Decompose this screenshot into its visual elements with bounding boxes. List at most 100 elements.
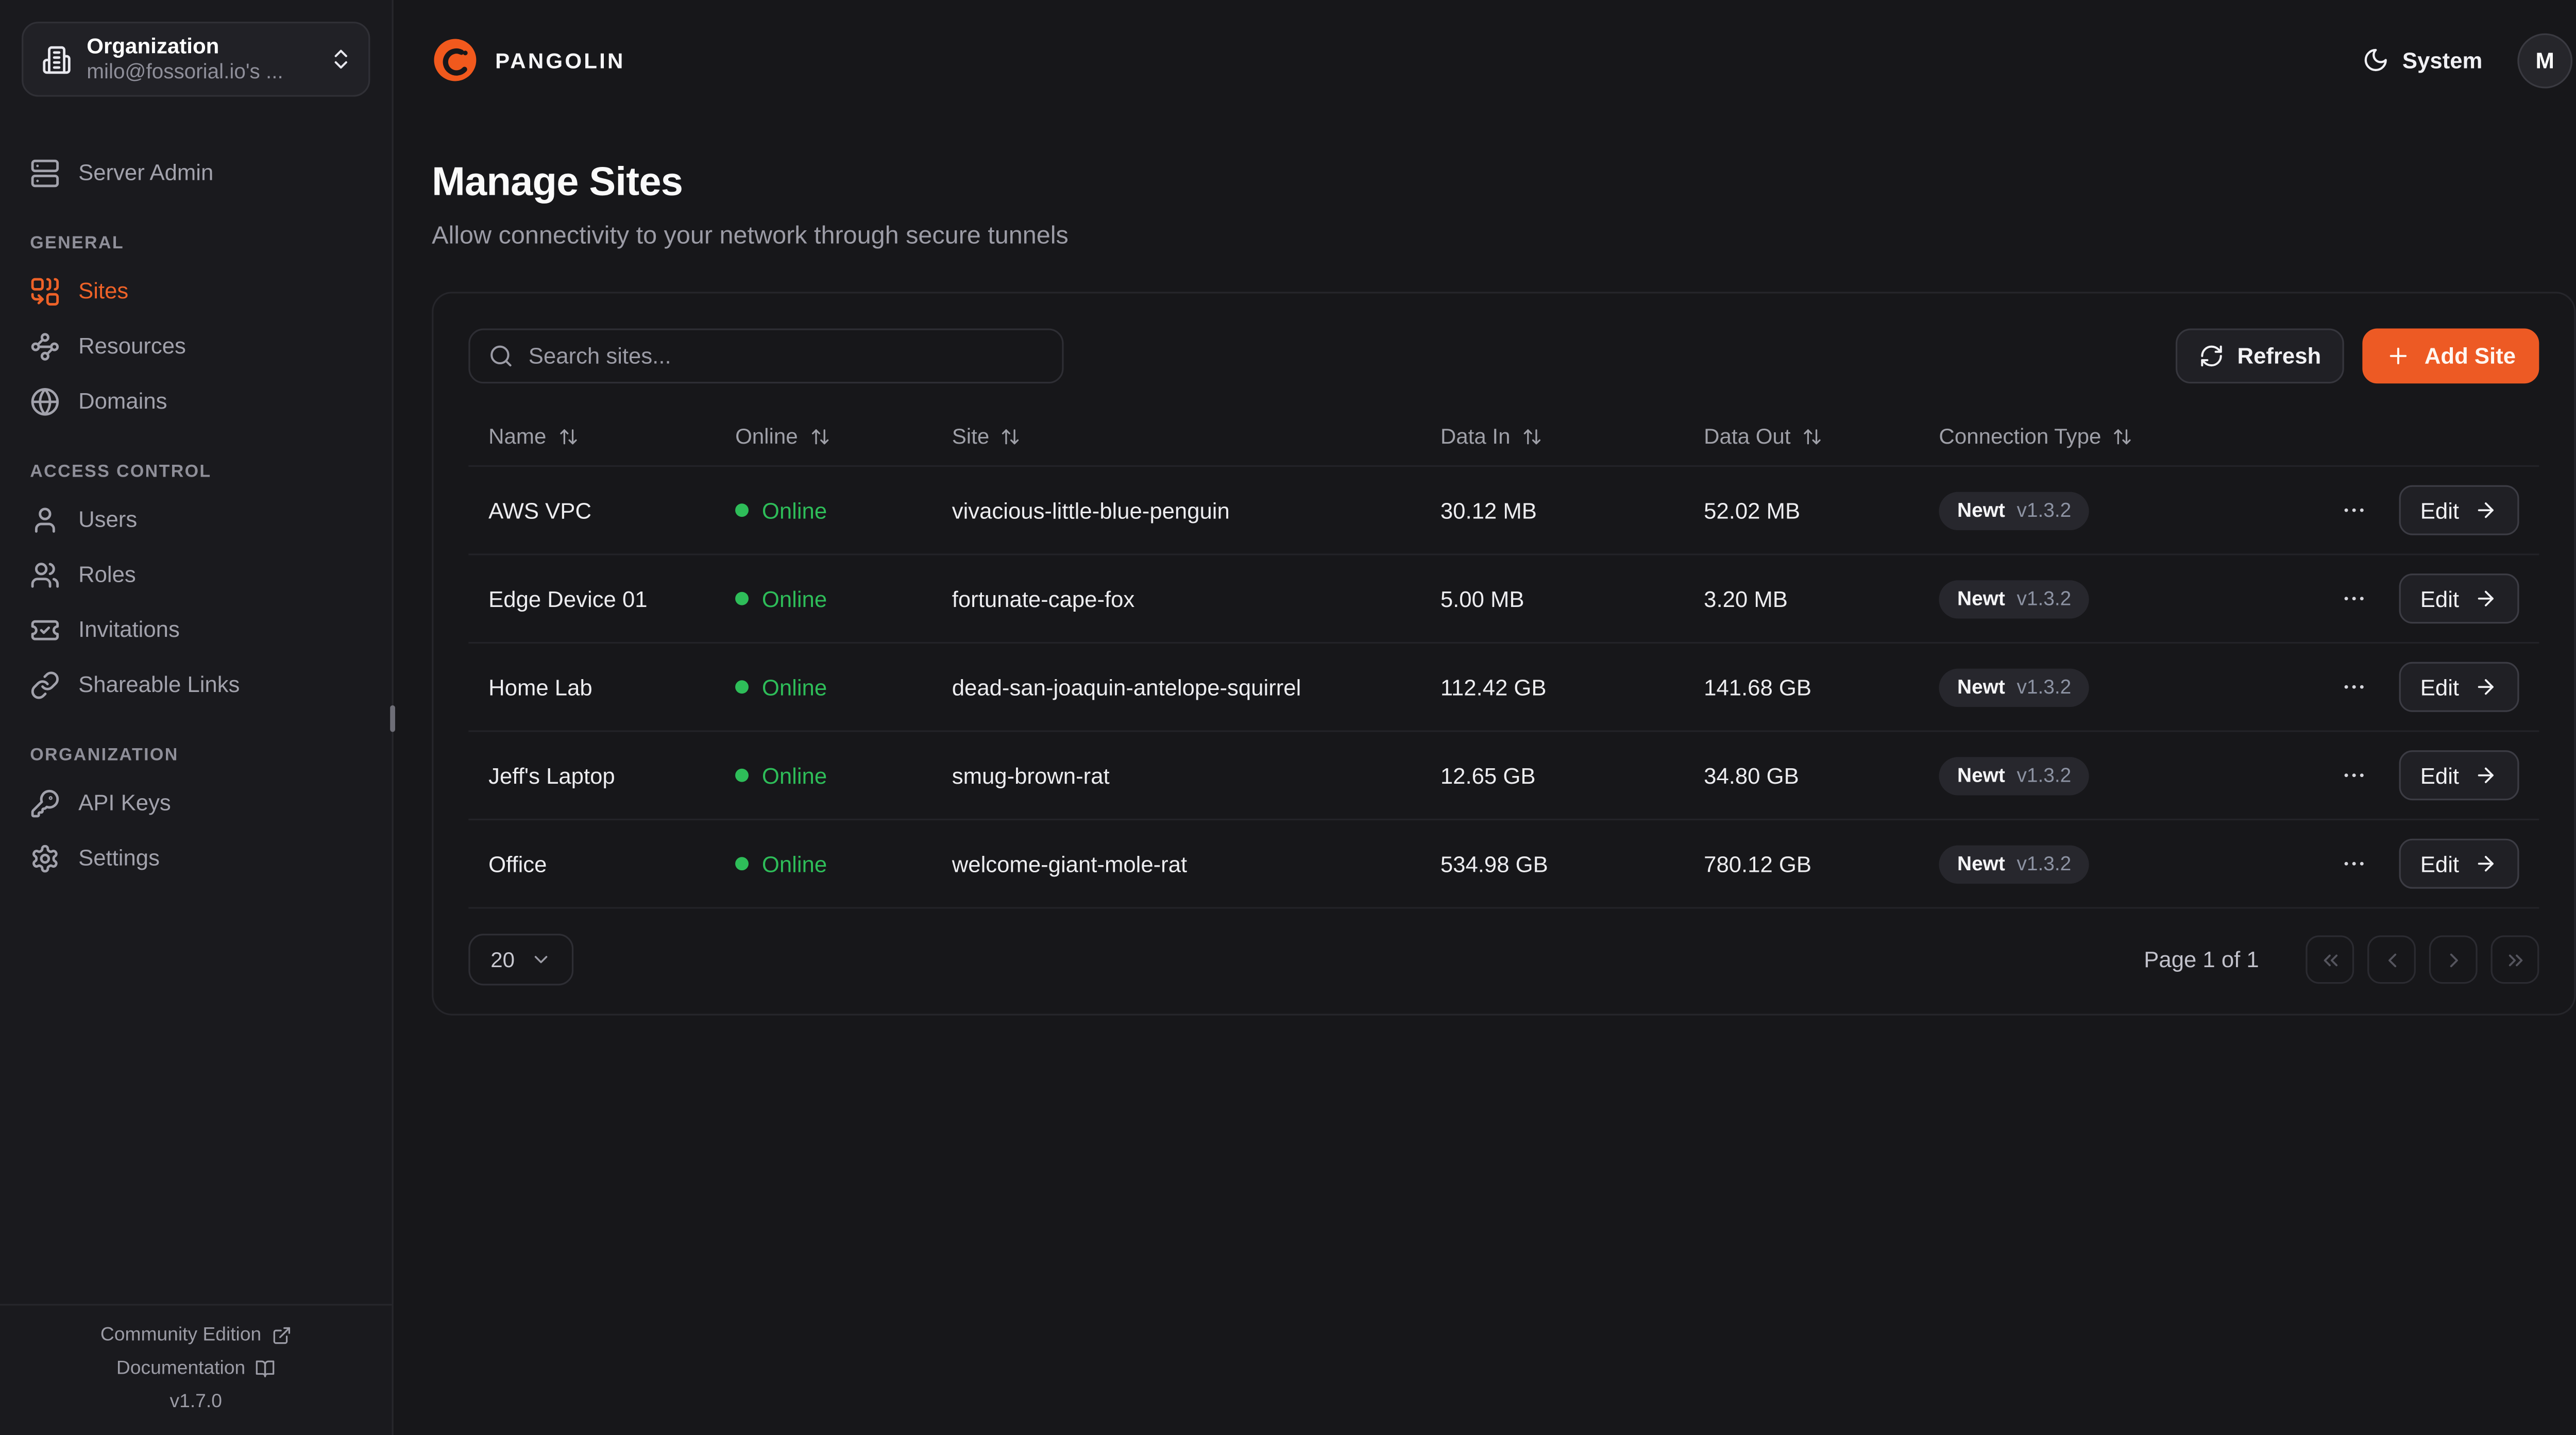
connection-version-label: v1.3.2 bbox=[2016, 675, 2072, 699]
topbar: PANGOLIN System M bbox=[394, 0, 2576, 120]
arrow-right-icon bbox=[2474, 499, 2497, 522]
page-content: Manage Sites Allow connectivity to your … bbox=[394, 120, 2576, 1016]
row-menu-button[interactable] bbox=[2337, 758, 2370, 792]
edit-label: Edit bbox=[2420, 851, 2460, 876]
online-status-dot bbox=[735, 592, 749, 605]
sidebar-item-invitations[interactable]: Invitations bbox=[22, 602, 370, 657]
edit-button[interactable]: Edit bbox=[2398, 662, 2519, 712]
pangolin-logo-icon bbox=[430, 35, 480, 85]
topbar-right: System M bbox=[2362, 32, 2573, 88]
documentation-link[interactable]: Documentation bbox=[116, 1358, 276, 1378]
pagination-controls: Page 1 of 1 bbox=[2144, 935, 2539, 984]
table-footer: 20 Page 1 of 1 bbox=[468, 934, 2539, 986]
refresh-icon bbox=[2199, 344, 2224, 369]
sidebar-item-users[interactable]: Users bbox=[22, 492, 370, 547]
cell-online: Online bbox=[735, 674, 952, 699]
page-size-select[interactable]: 20 bbox=[468, 934, 574, 986]
cell-data-out: 3.20 MB bbox=[1704, 586, 1788, 611]
sidebar-item-api-keys[interactable]: API Keys bbox=[22, 775, 370, 831]
org-switcher-label: Organization bbox=[87, 32, 219, 58]
column-header-label: Data Out bbox=[1704, 423, 1791, 449]
online-status-label: Online bbox=[761, 851, 827, 876]
connection-type-label: Newt bbox=[1957, 587, 2005, 611]
column-header-data-out[interactable]: Data Out bbox=[1704, 423, 1939, 449]
sidebar-item-settings[interactable]: Settings bbox=[22, 831, 370, 886]
app-version: v1.7.0 bbox=[170, 1391, 222, 1412]
sidebar-item-roles[interactable]: Roles bbox=[22, 547, 370, 602]
org-switcher[interactable]: Organization milo@fossorial.io's ... bbox=[22, 22, 370, 97]
online-status-label: Online bbox=[761, 586, 827, 611]
sidebar-footer: Community Edition Documentation v1.7.0 bbox=[0, 1303, 392, 1435]
column-header-label: Connection Type bbox=[1939, 423, 2102, 449]
column-header-site[interactable]: Site bbox=[952, 424, 1440, 448]
cell-data-in: 5.00 MB bbox=[1440, 586, 1524, 611]
sidebar-item-domains[interactable]: Domains bbox=[22, 374, 370, 429]
row-menu-button[interactable] bbox=[2337, 582, 2370, 615]
cell-data-in: 30.12 MB bbox=[1440, 497, 1537, 523]
edit-button[interactable]: Edit bbox=[2398, 750, 2519, 801]
column-header-label: Data In bbox=[1440, 423, 1511, 449]
sidebar-item-label: Invitations bbox=[78, 617, 180, 642]
sort-icon bbox=[558, 426, 578, 446]
search-input[interactable] bbox=[528, 343, 1044, 369]
table-row: AWS VPC Online vivacious-little-blue-pen… bbox=[468, 467, 2539, 555]
row-menu-button[interactable] bbox=[2337, 670, 2370, 704]
column-header-online[interactable]: Online bbox=[735, 423, 952, 449]
column-header-label: Online bbox=[735, 423, 798, 449]
community-edition-link[interactable]: Community Edition bbox=[100, 1325, 292, 1345]
online-status-label: Online bbox=[761, 763, 827, 788]
connection-version-label: v1.3.2 bbox=[2016, 587, 2072, 611]
cell-actions: Edit bbox=[2337, 838, 2519, 889]
sidebar-item-resources[interactable]: Resources bbox=[22, 318, 370, 374]
row-menu-button[interactable] bbox=[2337, 847, 2370, 881]
server-icon bbox=[30, 158, 60, 188]
refresh-button[interactable]: Refresh bbox=[2175, 328, 2345, 384]
column-header-label: Name bbox=[488, 423, 547, 449]
table-row: Office Online welcome-giant-mole-rat 534… bbox=[468, 820, 2539, 909]
column-header-name[interactable]: Name bbox=[488, 423, 735, 449]
previous-page-button[interactable] bbox=[2367, 935, 2416, 984]
sidebar-item-server-admin[interactable]: Server Admin bbox=[22, 145, 370, 200]
first-page-button[interactable] bbox=[2306, 935, 2354, 984]
link-icon bbox=[30, 669, 60, 699]
cell-connection-type: Newt v1.3.2 bbox=[1939, 491, 2337, 530]
column-header-connection-type[interactable]: Connection Type bbox=[1939, 423, 2519, 449]
sort-icon bbox=[1802, 426, 1822, 446]
external-link-icon bbox=[272, 1325, 292, 1345]
arrow-right-icon bbox=[2474, 764, 2497, 787]
edit-button[interactable]: Edit bbox=[2398, 573, 2519, 624]
column-header-data-in[interactable]: Data In bbox=[1440, 423, 1704, 449]
org-switcher-text: Organization milo@fossorial.io's ... bbox=[87, 32, 313, 86]
cell-actions: Edit bbox=[2337, 573, 2519, 624]
sidebar-resize-handle[interactable] bbox=[390, 705, 395, 732]
row-menu-button[interactable] bbox=[2337, 494, 2370, 527]
connection-type-badge: Newt v1.3.2 bbox=[1939, 579, 2090, 618]
edit-button[interactable]: Edit bbox=[2398, 485, 2519, 535]
online-status-dot bbox=[735, 680, 749, 694]
key-icon bbox=[30, 788, 60, 818]
search-box bbox=[468, 328, 1064, 384]
edit-button[interactable]: Edit bbox=[2398, 838, 2519, 889]
cell-connection-type: Newt v1.3.2 bbox=[1939, 756, 2337, 795]
sidebar-item-label: Settings bbox=[78, 845, 160, 871]
cell-online: Online bbox=[735, 763, 952, 788]
connection-version-label: v1.3.2 bbox=[2016, 852, 2072, 875]
online-status-dot bbox=[735, 857, 749, 871]
sidebar-item-shareable-links[interactable]: Shareable Links bbox=[22, 657, 370, 712]
building-icon bbox=[42, 44, 72, 74]
sidebar-item-sites[interactable]: Sites bbox=[22, 263, 370, 318]
theme-toggle[interactable]: System bbox=[2362, 47, 2482, 74]
last-page-button[interactable] bbox=[2490, 935, 2539, 984]
connection-type-label: Newt bbox=[1957, 852, 2005, 875]
next-page-button[interactable] bbox=[2429, 935, 2478, 984]
cell-name: Jeff's Laptop bbox=[488, 763, 615, 788]
cell-site: fortunate-cape-fox bbox=[952, 586, 1135, 611]
online-status-label: Online bbox=[761, 497, 827, 523]
connection-type-badge: Newt v1.3.2 bbox=[1939, 845, 2090, 883]
avatar[interactable]: M bbox=[2517, 32, 2573, 88]
page-title: Manage Sites bbox=[432, 160, 683, 206]
refresh-label: Refresh bbox=[2237, 343, 2321, 369]
add-site-button[interactable]: Add Site bbox=[2363, 328, 2539, 384]
online-status-dot bbox=[735, 768, 749, 782]
